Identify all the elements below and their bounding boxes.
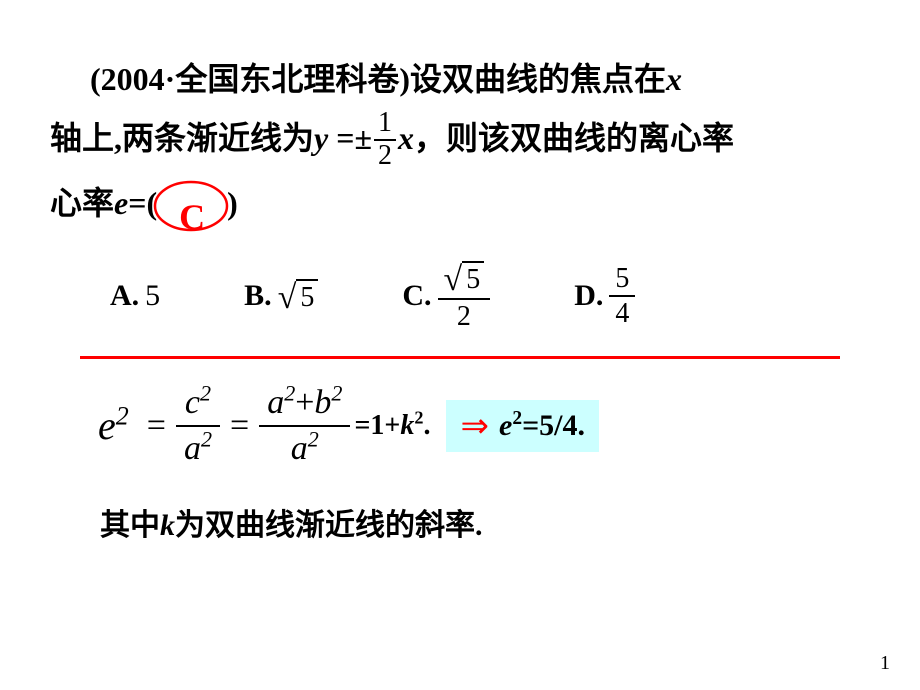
page-number: 1	[880, 652, 890, 675]
radical-icon: √	[278, 281, 297, 315]
note-1: 其中	[100, 509, 160, 542]
answer-letter: C	[157, 184, 227, 251]
radical-icon: √	[444, 263, 463, 297]
option-c: C. √5 2	[402, 259, 490, 334]
stem-5a: 心率	[50, 185, 114, 221]
option-a-value: 5	[145, 279, 160, 313]
option-a-label: A.	[110, 279, 139, 313]
stem-2: 轴上,两条渐近线为	[50, 120, 314, 156]
eq-sign-1: =	[147, 407, 166, 445]
eq-frac-1: c2 a2	[176, 381, 220, 470]
eq-lhs: e2	[98, 402, 129, 449]
result-text: e2=5/4.	[499, 409, 585, 443]
var-x2: x	[398, 120, 414, 156]
option-b-label: B.	[244, 279, 272, 313]
option-d-label: D.	[574, 279, 603, 313]
result-highlight: ⇒ e2=5/4.	[446, 400, 599, 452]
option-d-frac: 5 4	[609, 262, 635, 331]
stem-4: ，则该双曲线的离心率	[414, 120, 734, 156]
option-c-frac: √5 2	[438, 259, 491, 334]
note-var: k	[160, 509, 175, 542]
option-b-sqrt: √5	[278, 279, 319, 315]
slide-content: (2004·全国东北理科卷)设双曲线的焦点在x 轴上,两条渐近线为y =±12x…	[0, 0, 920, 544]
stem-3: =±	[328, 120, 372, 156]
var-x: x	[666, 61, 682, 97]
option-b: B. √5	[244, 279, 318, 315]
question-text: (2004·全国东北理科卷)设双曲线的焦点在x 轴上,两条渐近线为y =±12x…	[50, 50, 870, 233]
divider-line	[80, 356, 840, 359]
options-row: A. 5 B. √5 C. √5 2 D. 5 4	[50, 259, 870, 334]
arrow-icon: ⇒	[460, 406, 489, 446]
var-e: e	[114, 185, 128, 221]
fraction-half: 12	[374, 108, 396, 172]
eq-sign-2: =	[230, 407, 249, 445]
stem-1: 设双曲线的焦点在	[410, 61, 666, 97]
note-text: 其中k为双曲线渐近线的斜率.	[50, 500, 870, 544]
option-a: A. 5	[110, 279, 160, 313]
solution-equation: e2 = c2 a2 = a2+b2 a2 =1+k2. ⇒ e2=5/4.	[50, 381, 870, 470]
option-d: D. 5 4	[574, 262, 635, 331]
option-c-label: C.	[402, 279, 431, 313]
source-label: (2004·全国东北理科卷)	[90, 61, 410, 97]
var-y: y	[314, 120, 328, 156]
note-2: 为双曲线渐近线的斜率.	[175, 509, 483, 542]
eq-tail: =1+k2.	[354, 410, 430, 442]
eq-frac-2: a2+b2 a2	[259, 381, 350, 470]
